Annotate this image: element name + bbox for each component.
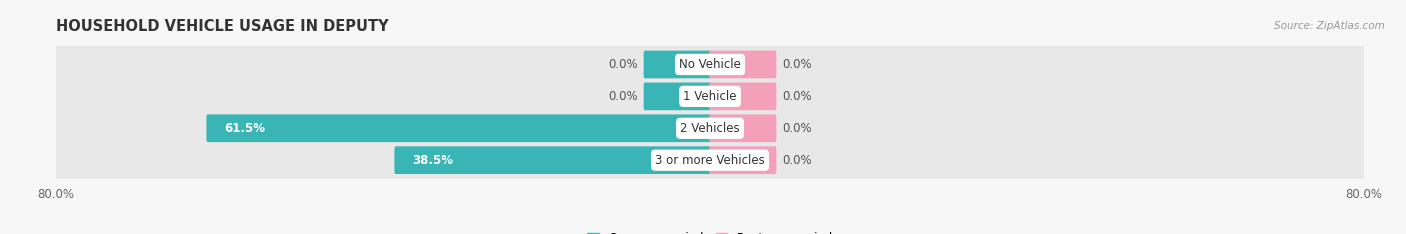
Text: 0.0%: 0.0% xyxy=(782,58,811,71)
FancyBboxPatch shape xyxy=(55,110,1365,147)
Text: 0.0%: 0.0% xyxy=(609,58,638,71)
FancyBboxPatch shape xyxy=(394,146,711,174)
Text: HOUSEHOLD VEHICLE USAGE IN DEPUTY: HOUSEHOLD VEHICLE USAGE IN DEPUTY xyxy=(56,19,389,34)
FancyBboxPatch shape xyxy=(709,51,776,78)
Text: 0.0%: 0.0% xyxy=(782,90,811,103)
Legend: Owner-occupied, Renter-occupied: Owner-occupied, Renter-occupied xyxy=(582,227,838,234)
FancyBboxPatch shape xyxy=(709,146,776,174)
Text: 61.5%: 61.5% xyxy=(224,122,264,135)
Text: Source: ZipAtlas.com: Source: ZipAtlas.com xyxy=(1274,21,1385,31)
FancyBboxPatch shape xyxy=(709,114,776,142)
Text: 2 Vehicles: 2 Vehicles xyxy=(681,122,740,135)
FancyBboxPatch shape xyxy=(709,83,776,110)
Text: 0.0%: 0.0% xyxy=(609,90,638,103)
FancyBboxPatch shape xyxy=(207,114,711,142)
FancyBboxPatch shape xyxy=(55,142,1365,179)
Text: No Vehicle: No Vehicle xyxy=(679,58,741,71)
FancyBboxPatch shape xyxy=(644,83,711,110)
FancyBboxPatch shape xyxy=(644,51,711,78)
Text: 0.0%: 0.0% xyxy=(782,122,811,135)
FancyBboxPatch shape xyxy=(55,46,1365,83)
Text: 1 Vehicle: 1 Vehicle xyxy=(683,90,737,103)
Text: 3 or more Vehicles: 3 or more Vehicles xyxy=(655,154,765,167)
FancyBboxPatch shape xyxy=(55,78,1365,115)
Text: 38.5%: 38.5% xyxy=(412,154,453,167)
Text: 0.0%: 0.0% xyxy=(782,154,811,167)
